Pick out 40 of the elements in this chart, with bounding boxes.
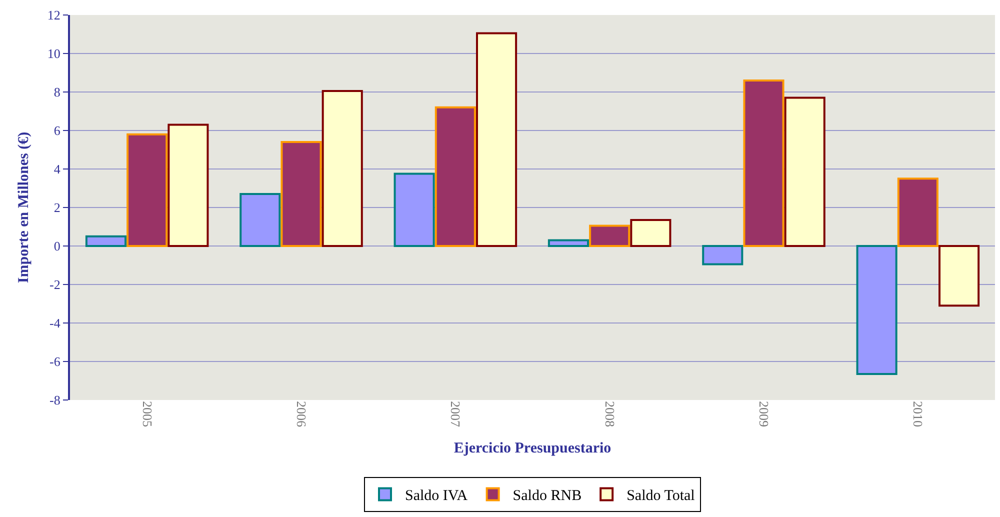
y-tick-label: -8 — [50, 392, 60, 408]
y-tick-label: 10 — [47, 46, 60, 62]
bar — [548, 239, 589, 247]
bar — [85, 235, 126, 247]
bar — [856, 245, 898, 376]
bar — [630, 219, 672, 247]
legend-label: Saldo Total — [626, 488, 695, 504]
x-axis-title: Ejercicio Presupuestario — [454, 440, 612, 456]
bar — [938, 245, 980, 307]
bar — [434, 106, 476, 247]
x-tick-label: 2008 — [602, 401, 618, 427]
x-tick-label: 2010 — [910, 401, 926, 427]
x-tick-label: 2006 — [294, 401, 310, 428]
bar — [126, 133, 168, 247]
y-tick-label: 8 — [54, 84, 60, 100]
bar — [743, 79, 784, 247]
y-axis-title: Importe en Millones (€) — [16, 132, 32, 284]
y-tick-label: 0 — [54, 238, 60, 254]
x-tick-label: 2009 — [756, 401, 772, 427]
legend-label: Saldo RNB — [512, 488, 582, 504]
y-tick-label: 2 — [54, 200, 60, 216]
x-tick-label: 2007 — [448, 401, 464, 428]
y-tick-label: -6 — [50, 354, 61, 370]
bar — [280, 141, 322, 247]
y-tick-label: 4 — [54, 162, 61, 177]
y-tick-label: 6 — [54, 123, 61, 138]
y-tick-label: -2 — [50, 277, 60, 292]
legend-label: Saldo IVA — [405, 488, 468, 504]
bar — [897, 178, 938, 247]
bar — [784, 96, 826, 247]
bar — [394, 172, 435, 247]
bar — [240, 193, 281, 247]
y-tick-label: -4 — [50, 316, 61, 331]
y-tick-label: 12 — [47, 8, 60, 23]
x-tick-label: 2005 — [140, 401, 155, 427]
bar — [168, 124, 209, 247]
bar — [476, 32, 518, 247]
bar — [322, 90, 363, 247]
bar — [589, 224, 630, 247]
bar — [702, 245, 744, 266]
